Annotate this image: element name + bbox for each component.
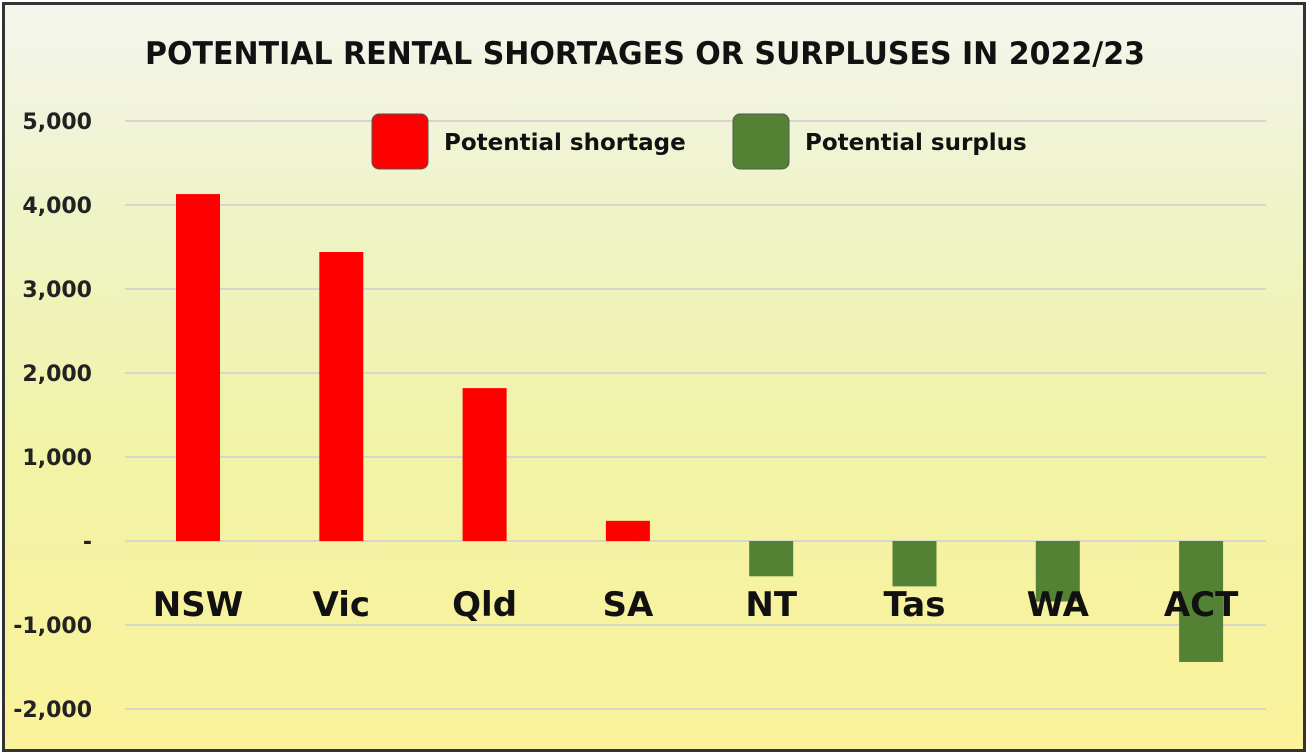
legend-label: Potential surplus <box>805 130 1027 156</box>
y-tick-label: - <box>83 530 92 555</box>
x-tick-label: ACT <box>1164 585 1239 625</box>
y-tick-label: 3,000 <box>22 278 92 303</box>
y-tick-label: 1,000 <box>22 446 92 471</box>
y-tick-label: 5,000 <box>22 110 92 135</box>
bar-qld <box>462 388 507 541</box>
bar-nt <box>749 541 794 577</box>
x-tick-label: Qld <box>452 585 517 625</box>
chart-title: POTENTIAL RENTAL SHORTAGES OR SURPLUSES … <box>145 36 1145 72</box>
y-tick-label: -1,000 <box>13 614 92 639</box>
x-tick-label: NSW <box>153 585 243 625</box>
bar-nsw <box>176 194 220 541</box>
y-tick-label: 2,000 <box>22 362 92 387</box>
legend-swatch <box>732 113 790 170</box>
bar-act <box>1179 541 1224 662</box>
bar-vic <box>319 252 364 542</box>
x-tick-label: Vic <box>313 585 371 625</box>
bar-wa <box>1035 541 1080 602</box>
x-tick-label: WA <box>1027 585 1090 625</box>
legend-label: Potential shortage <box>444 130 686 156</box>
y-tick-label: -2,000 <box>13 698 92 723</box>
legend-swatch <box>371 113 429 170</box>
x-tick-label: SA <box>602 585 653 625</box>
bar-sa <box>605 520 650 541</box>
y-tick-label: 4,000 <box>22 194 92 219</box>
x-tick-label: Tas <box>884 585 946 625</box>
x-tick-label: NT <box>745 585 797 625</box>
bar-tas <box>892 541 937 587</box>
